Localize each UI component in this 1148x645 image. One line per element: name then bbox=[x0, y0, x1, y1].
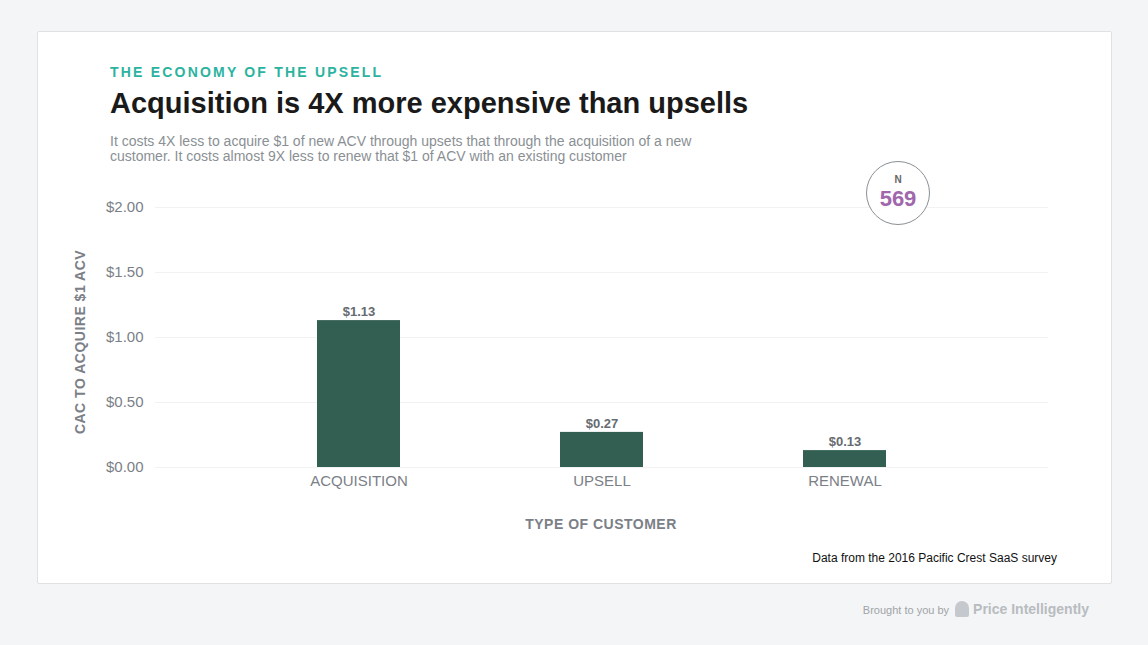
html-text:Price Intelligently: Price Intelligently bbox=[973, 601, 1089, 617]
html-text:CAC TO ACQUIRE $1 ACV: CAC TO ACQUIRE $1 ACV bbox=[72, 249, 88, 435]
html-text:569: 569 bbox=[879, 186, 917, 211]
svg-text:RENEWAL: RENEWAL bbox=[808, 472, 882, 489]
html-text:Data from the 2016 Pacific Cre: Data from the 2016 Pacific Crest SaaS su… bbox=[812, 551, 1057, 565]
svg-text:$1.00: $1.00 bbox=[106, 328, 144, 345]
svg-text:$2.00: $2.00 bbox=[106, 198, 144, 215]
html-text:N: N bbox=[894, 174, 902, 185]
html-text:It costs 4X less to acquire $1: It costs 4X less to acquire $1 of new AC… bbox=[110, 133, 692, 164]
html-text:TYPE OF CUSTOMER: TYPE OF CUSTOMER bbox=[525, 516, 677, 532]
svg-text:$1.50: $1.50 bbox=[106, 263, 144, 280]
html-text:Brought to you by: Brought to you by bbox=[862, 604, 950, 616]
html-text:THE ECONOMY OF THE UPSELL: THE ECONOMY OF THE UPSELL bbox=[110, 64, 384, 80]
svg-text:$1.13: $1.13 bbox=[343, 304, 376, 319]
svg-text:ACQUISITION: ACQUISITION bbox=[310, 472, 408, 489]
svg-text:UPSELL: UPSELL bbox=[573, 472, 631, 489]
svg-text:$0.27: $0.27 bbox=[586, 416, 619, 431]
svg-text:$0.13: $0.13 bbox=[829, 434, 862, 449]
svg-text:$0.50: $0.50 bbox=[106, 393, 144, 410]
svg-text:$0.00: $0.00 bbox=[106, 458, 144, 475]
html-text:Acquisition is 4X more expensi: Acquisition is 4X more expensive than up… bbox=[110, 87, 749, 119]
